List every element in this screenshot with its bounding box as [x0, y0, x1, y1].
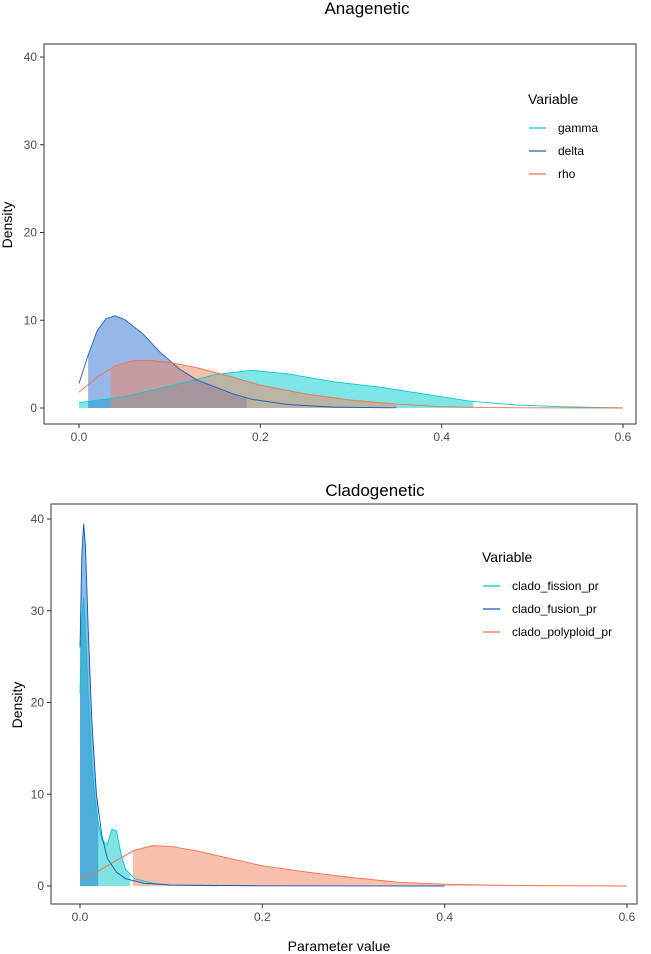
density-line-clado_fission_pr: [79, 596, 217, 887]
density-line-delta: [78, 315, 397, 409]
x-tick-label: 0.2: [252, 430, 269, 444]
density-line-clado_fusion_pr: [79, 523, 445, 887]
x-tick-label: 0.4: [433, 430, 450, 444]
panel-border: [43, 43, 637, 425]
x-tick-label: 0.6: [619, 910, 636, 924]
y-axis-label: Density: [9, 682, 25, 729]
legend-title: Variable: [482, 549, 533, 565]
y-tick-label: 20: [24, 226, 38, 240]
density-line-rho: [78, 360, 624, 409]
panel-title: Anagenetic: [324, 0, 410, 18]
y-tick-label: 10: [24, 313, 38, 327]
density-areas: [78, 315, 624, 409]
legend-label-rho: rho: [558, 167, 576, 181]
y-tick-label: 40: [24, 50, 38, 64]
density-areas: [79, 523, 628, 887]
legend-label-clado_fission_pr: clado_fission_pr: [512, 579, 599, 593]
x-ticks: 0.0 0.2 0.4 0.6: [71, 424, 632, 444]
y-tick-label: 0: [30, 401, 37, 415]
panel-border: [50, 503, 638, 905]
x-tick-label: 0.2: [254, 910, 271, 924]
x-axis-label: Parameter value: [288, 938, 391, 954]
x-ticks: 0.0 0.2 0.4 0.6: [72, 904, 636, 924]
x-tick-label: 0.0: [71, 430, 88, 444]
y-tick-label: 30: [24, 138, 38, 152]
density-line-gamma: [78, 369, 624, 409]
y-tick-label: 0: [37, 879, 44, 893]
legend-label-clado_fusion_pr: clado_fusion_pr: [512, 602, 597, 616]
y-ticks: 0 10 20 30 40: [24, 50, 44, 415]
legend-label-gamma: gamma: [558, 121, 598, 135]
density-fill-rho: [110, 360, 397, 408]
y-ticks: 0 10 20 30 40: [31, 512, 51, 893]
legend-label-clado_polyploid_pr: clado_polyploid_pr: [512, 625, 612, 639]
y-tick-label: 40: [31, 512, 45, 526]
y-axis-label: Density: [0, 202, 15, 249]
panel-cladogenetic: Cladogenetic Density 0 10 20 30 40 0.0 0.2 0.4…: [9, 481, 638, 924]
legend: Variable gamma delta rho: [528, 91, 598, 181]
x-tick-label: 0.4: [436, 910, 453, 924]
y-tick-label: 10: [31, 787, 45, 801]
panel-title: Cladogenetic: [325, 481, 425, 500]
y-tick-label: 20: [31, 696, 45, 710]
x-tick-label: 0.0: [72, 910, 89, 924]
density-line-clado_polyploid_pr: [79, 845, 628, 887]
density-fill-clado_polyploid_pr: [132, 845, 628, 886]
legend: Variable clado_fission_pr clado_fusion_pr…: [482, 549, 612, 639]
y-tick-label: 30: [31, 604, 45, 618]
legend-label-delta: delta: [558, 144, 584, 158]
legend-title: Variable: [528, 91, 579, 107]
x-tick-label: 0.6: [615, 430, 632, 444]
